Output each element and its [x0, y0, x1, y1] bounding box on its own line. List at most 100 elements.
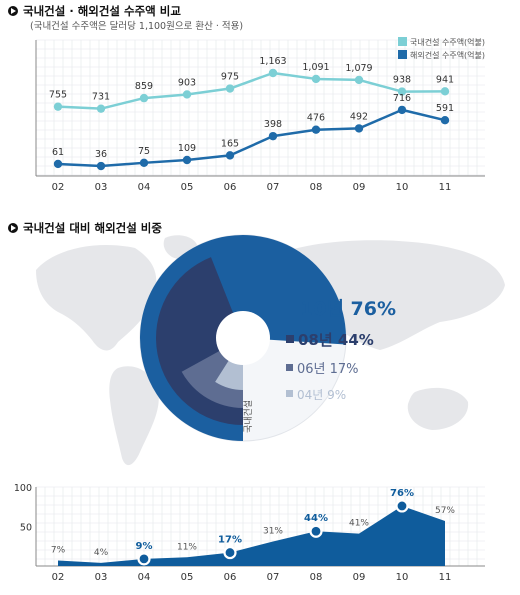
play-bullet-icon: [8, 223, 18, 233]
x-tick-label: 11: [439, 572, 452, 583]
domestic-data-label: 1,091: [302, 62, 329, 73]
legend-swatch-domestic: [398, 37, 407, 46]
domestic-data-label: 938: [393, 75, 411, 86]
overseas-data-label: 36: [95, 149, 107, 160]
overseas-point: [397, 105, 407, 115]
pie-legend-label-10년: 10년 76%: [300, 298, 396, 320]
x-tick-label: 02: [52, 572, 65, 583]
x-tick-label: 05: [181, 572, 194, 583]
area-data-label: 17%: [218, 535, 242, 546]
domestic-point: [139, 93, 149, 103]
overseas-data-label: 476: [307, 113, 325, 124]
section2-title: 국내건설 대비 해외건설 비중: [8, 220, 162, 236]
pie-legend-swatch-06년: [286, 364, 293, 371]
area-data-label: 44%: [304, 513, 328, 524]
section1-subtitle: (국내건설 수주액은 달러당 1,100원으로 환산 · 적용): [30, 21, 244, 32]
map-north-america: [36, 244, 157, 351]
domestic-data-label: 755: [49, 90, 67, 101]
domestic-data-label: 859: [135, 81, 153, 92]
area-highlight-marker: [395, 499, 409, 513]
overseas-point: [96, 161, 106, 171]
overseas-data-label: 75: [138, 146, 150, 157]
overseas-point: [354, 124, 364, 133]
map-australia: [407, 387, 469, 430]
domestic-point: [397, 87, 407, 96]
area-data-label: 9%: [136, 541, 153, 552]
line-chart: 02 03 04 05 06 07 08 09 10 11 755 731 859 903 975 1,163…: [35, 37, 485, 193]
x-tick-label: 06: [224, 182, 237, 193]
section1-title: 국내건설 · 해외건설 수주액 비교: [8, 3, 181, 19]
pie-legend-label-04년: 04년 9%: [297, 388, 346, 402]
x-tick-label: 09: [353, 572, 366, 583]
x-tick-label: 08: [310, 572, 323, 583]
x-tick-label: 09: [353, 182, 366, 193]
area-chart: 100 50 02 7% 03 4% 04 9% 05 11% 06 17% 07 31% 08 44% 09 4…: [14, 483, 485, 583]
overseas-point: [225, 151, 235, 160]
pie-chart: 국내건설 10년 76% 08년 44% 06년 17% 04년 9%: [139, 234, 396, 442]
overseas-point: [53, 159, 63, 169]
overseas-point: [139, 158, 149, 168]
overseas-point: [311, 125, 321, 134]
pie-legend-label-06년: 06년 17%: [297, 362, 359, 377]
domestic-point: [311, 74, 321, 84]
legend-swatch-overseas: [398, 50, 407, 59]
area-highlight-marker: [223, 545, 237, 560]
area-data-label: 57%: [435, 506, 455, 516]
overseas-point: [268, 131, 278, 141]
domestic-point: [96, 104, 106, 113]
section1-title-text: 국내건설 · 해외건설 수주액 비교: [23, 4, 181, 18]
domestic-point: [354, 75, 364, 85]
y-tick-label: 100: [14, 483, 32, 494]
area-data-label: 7%: [51, 545, 66, 555]
pie-legend-swatch-08년: [286, 335, 294, 343]
pie-legend-label-08년: 08년 44%: [298, 331, 374, 349]
area-highlight-marker: [137, 552, 151, 566]
legend-label-overseas: 해외건설 수주액(억불): [410, 50, 485, 60]
x-tick-label: 07: [267, 182, 280, 193]
domestic-data-label: 731: [92, 92, 110, 103]
pie-legend-swatch-10년: [286, 303, 296, 313]
x-tick-label: 03: [95, 182, 108, 193]
x-tick-label: 11: [439, 182, 452, 193]
x-tick-label: 10: [396, 572, 409, 583]
overseas-data-label: 61: [52, 147, 64, 158]
domestic-data-label: 1,079: [345, 63, 372, 74]
play-bullet-icon: [8, 6, 18, 16]
x-tick-label: 10: [396, 182, 409, 193]
area-fill: [58, 505, 445, 566]
domestic-data-label: 1,163: [259, 56, 286, 67]
x-tick-label: 02: [52, 182, 65, 193]
domestic-point: [53, 102, 63, 111]
map-south-america: [109, 366, 159, 466]
overseas-point: [182, 155, 192, 165]
overseas-series-line: [57, 108, 446, 168]
overseas-data-label: 492: [350, 111, 368, 122]
pie-center-label: 국내건설: [243, 400, 254, 433]
legend-label-domestic: 국내건설 수주액(억불): [410, 37, 485, 47]
x-tick-label: 03: [95, 572, 108, 583]
domestic-point: [440, 87, 450, 96]
domestic-point: [225, 84, 235, 93]
domestic-point: [268, 68, 278, 78]
overseas-data-label: 398: [264, 119, 282, 130]
domestic-point: [182, 90, 192, 99]
pie-legend-swatch-04년: [286, 390, 293, 397]
x-tick-label: 08: [310, 182, 323, 193]
x-tick-label: 04: [138, 182, 151, 193]
domestic-data-label: 975: [221, 72, 239, 83]
y-tick-label: 50: [20, 523, 32, 534]
x-tick-label: 04: [138, 572, 151, 583]
area-data-label: 31%: [263, 527, 283, 537]
area-data-label: 4%: [94, 548, 109, 558]
overseas-data-label: 165: [221, 138, 239, 149]
domestic-data-label: 941: [436, 74, 454, 85]
x-tick-label: 06: [224, 572, 237, 583]
pie-center-hole: [216, 311, 270, 365]
area-highlight-marker: [309, 524, 323, 538]
area-data-label: 11%: [177, 542, 197, 552]
area-data-label: 76%: [390, 488, 414, 499]
x-tick-label: 05: [181, 182, 194, 193]
overseas-data-label: 716: [393, 93, 411, 104]
domestic-data-label: 903: [178, 77, 196, 88]
